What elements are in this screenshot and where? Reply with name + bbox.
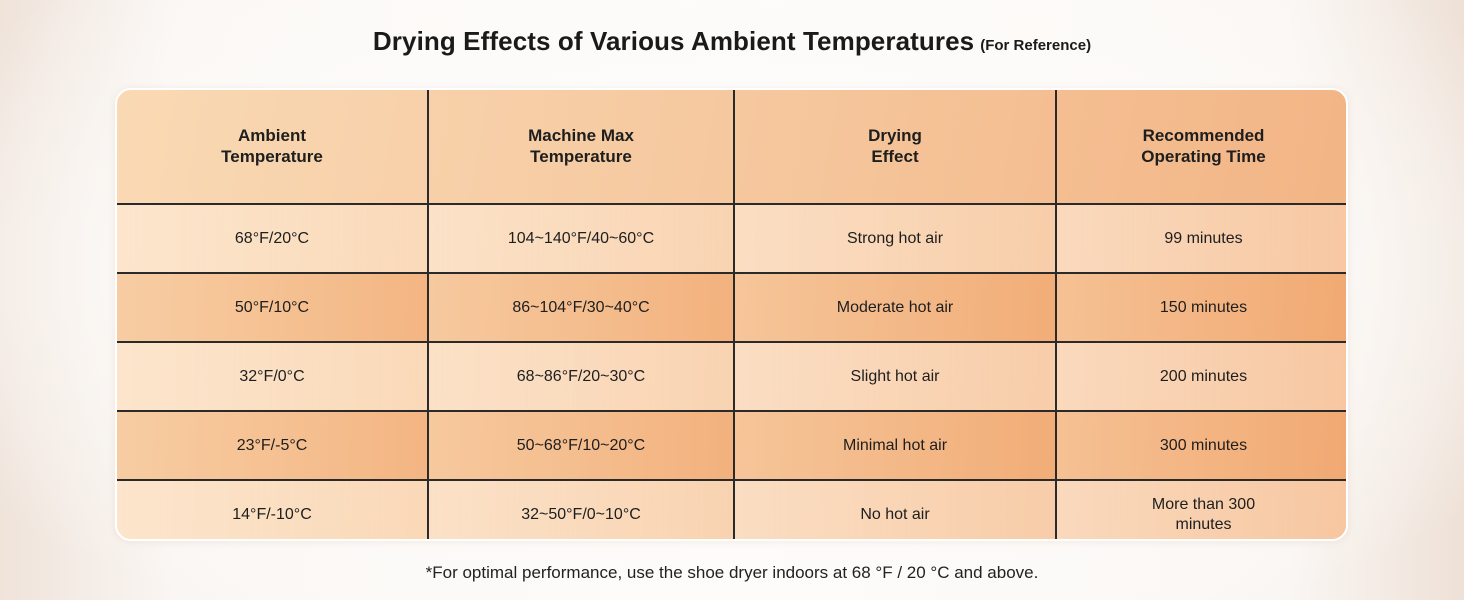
table-row: 32°F/0°C 68~86°F/20~30°C Slight hot air …	[117, 341, 1346, 411]
cell-ambient-temperature: 50°F/10°C	[117, 272, 428, 342]
header-recommended-operating-time: Recommended Operating Time	[1055, 90, 1346, 204]
cell-operating-time: 300 minutes	[1055, 410, 1346, 480]
cell-operating-time: 150 minutes	[1055, 272, 1346, 342]
table-header-row: Ambient Temperature Machine Max Temperat…	[117, 90, 1346, 204]
cell-ambient-temperature: 68°F/20°C	[117, 203, 428, 273]
drying-table-card: Ambient Temperature Machine Max Temperat…	[115, 88, 1348, 541]
cell-drying-effect: No hot air	[733, 479, 1056, 539]
cell-ambient-temperature: 32°F/0°C	[117, 341, 428, 411]
cell-operating-time: 200 minutes	[1055, 341, 1346, 411]
cell-drying-effect: Slight hot air	[733, 341, 1056, 411]
cell-ambient-temperature: 14°F/-10°C	[117, 479, 428, 539]
table-row: 23°F/-5°C 50~68°F/10~20°C Minimal hot ai…	[117, 410, 1346, 480]
cell-machine-max-temperature: 50~68°F/10~20°C	[427, 410, 734, 480]
table-row: 14°F/-10°C 32~50°F/0~10°C No hot air Mor…	[117, 479, 1346, 539]
cell-operating-time: 99 minutes	[1055, 203, 1346, 273]
footnote: *For optimal performance, use the shoe d…	[425, 563, 1039, 582]
drying-effects-table: Ambient Temperature Machine Max Temperat…	[117, 90, 1346, 539]
table-row: 68°F/20°C 104~140°F/40~60°C Strong hot a…	[117, 203, 1346, 273]
cell-operating-time: More than 300 minutes	[1055, 479, 1346, 539]
header-machine-max-temperature: Machine Max Temperature	[427, 90, 734, 204]
page-title: Drying Effects of Various Ambient Temper…	[0, 26, 1464, 57]
table-row: 50°F/10°C 86~104°F/30~40°C Moderate hot …	[117, 272, 1346, 342]
title-note: (For Reference)	[980, 37, 1092, 54]
cell-drying-effect: Minimal hot air	[733, 410, 1056, 480]
cell-drying-effect: Strong hot air	[733, 203, 1056, 273]
header-drying-effect: Drying Effect	[733, 90, 1056, 204]
header-ambient-temperature: Ambient Temperature	[221, 126, 323, 166]
cell-machine-max-temperature: 104~140°F/40~60°C	[427, 203, 734, 273]
title-main: Drying Effects of Various Ambient Temper…	[372, 26, 975, 56]
cell-ambient-temperature: 23°F/-5°C	[117, 410, 428, 480]
cell-machine-max-temperature: 32~50°F/0~10°C	[427, 479, 734, 539]
cell-drying-effect: Moderate hot air	[733, 272, 1056, 342]
cell-machine-max-temperature: 86~104°F/30~40°C	[427, 272, 734, 342]
cell-machine-max-temperature: 68~86°F/20~30°C	[427, 341, 734, 411]
